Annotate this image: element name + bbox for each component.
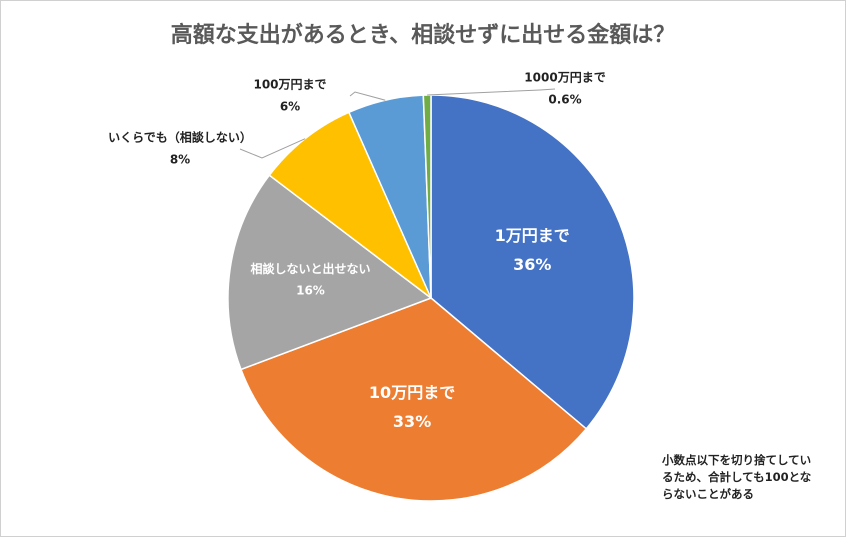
slice-label: 100万円まで <box>253 78 326 92</box>
pie-slice <box>227 174 433 371</box>
slice-label: 1000万円まで <box>524 71 605 85</box>
leader-line <box>349 91 386 101</box>
slice-value: 16% <box>296 284 325 298</box>
pie-slice <box>430 94 635 430</box>
annotation: 小数点以下を切り捨てしているため、合計しても100とならないことがある <box>662 453 812 501</box>
leader-line <box>427 88 556 96</box>
slice-label: 1万円まで <box>495 226 570 245</box>
slice-value: 6% <box>280 99 300 113</box>
slice-label: 相談しないと出せない <box>250 261 370 276</box>
slice-value: 8% <box>170 152 190 166</box>
slice-value: 33% <box>393 412 431 431</box>
leader-line <box>239 138 306 159</box>
slice-value: 36% <box>513 255 551 274</box>
slice-value: 0.6% <box>548 92 581 106</box>
pie-slice <box>268 111 432 299</box>
pie-slice <box>240 297 588 502</box>
chart-title: 高額な支出があるとき、相談せずに出せる金額は？ <box>171 22 675 48</box>
slice-label: 10万円まで <box>369 383 455 402</box>
slice-label: いくらでも（相談しない） <box>108 130 252 145</box>
